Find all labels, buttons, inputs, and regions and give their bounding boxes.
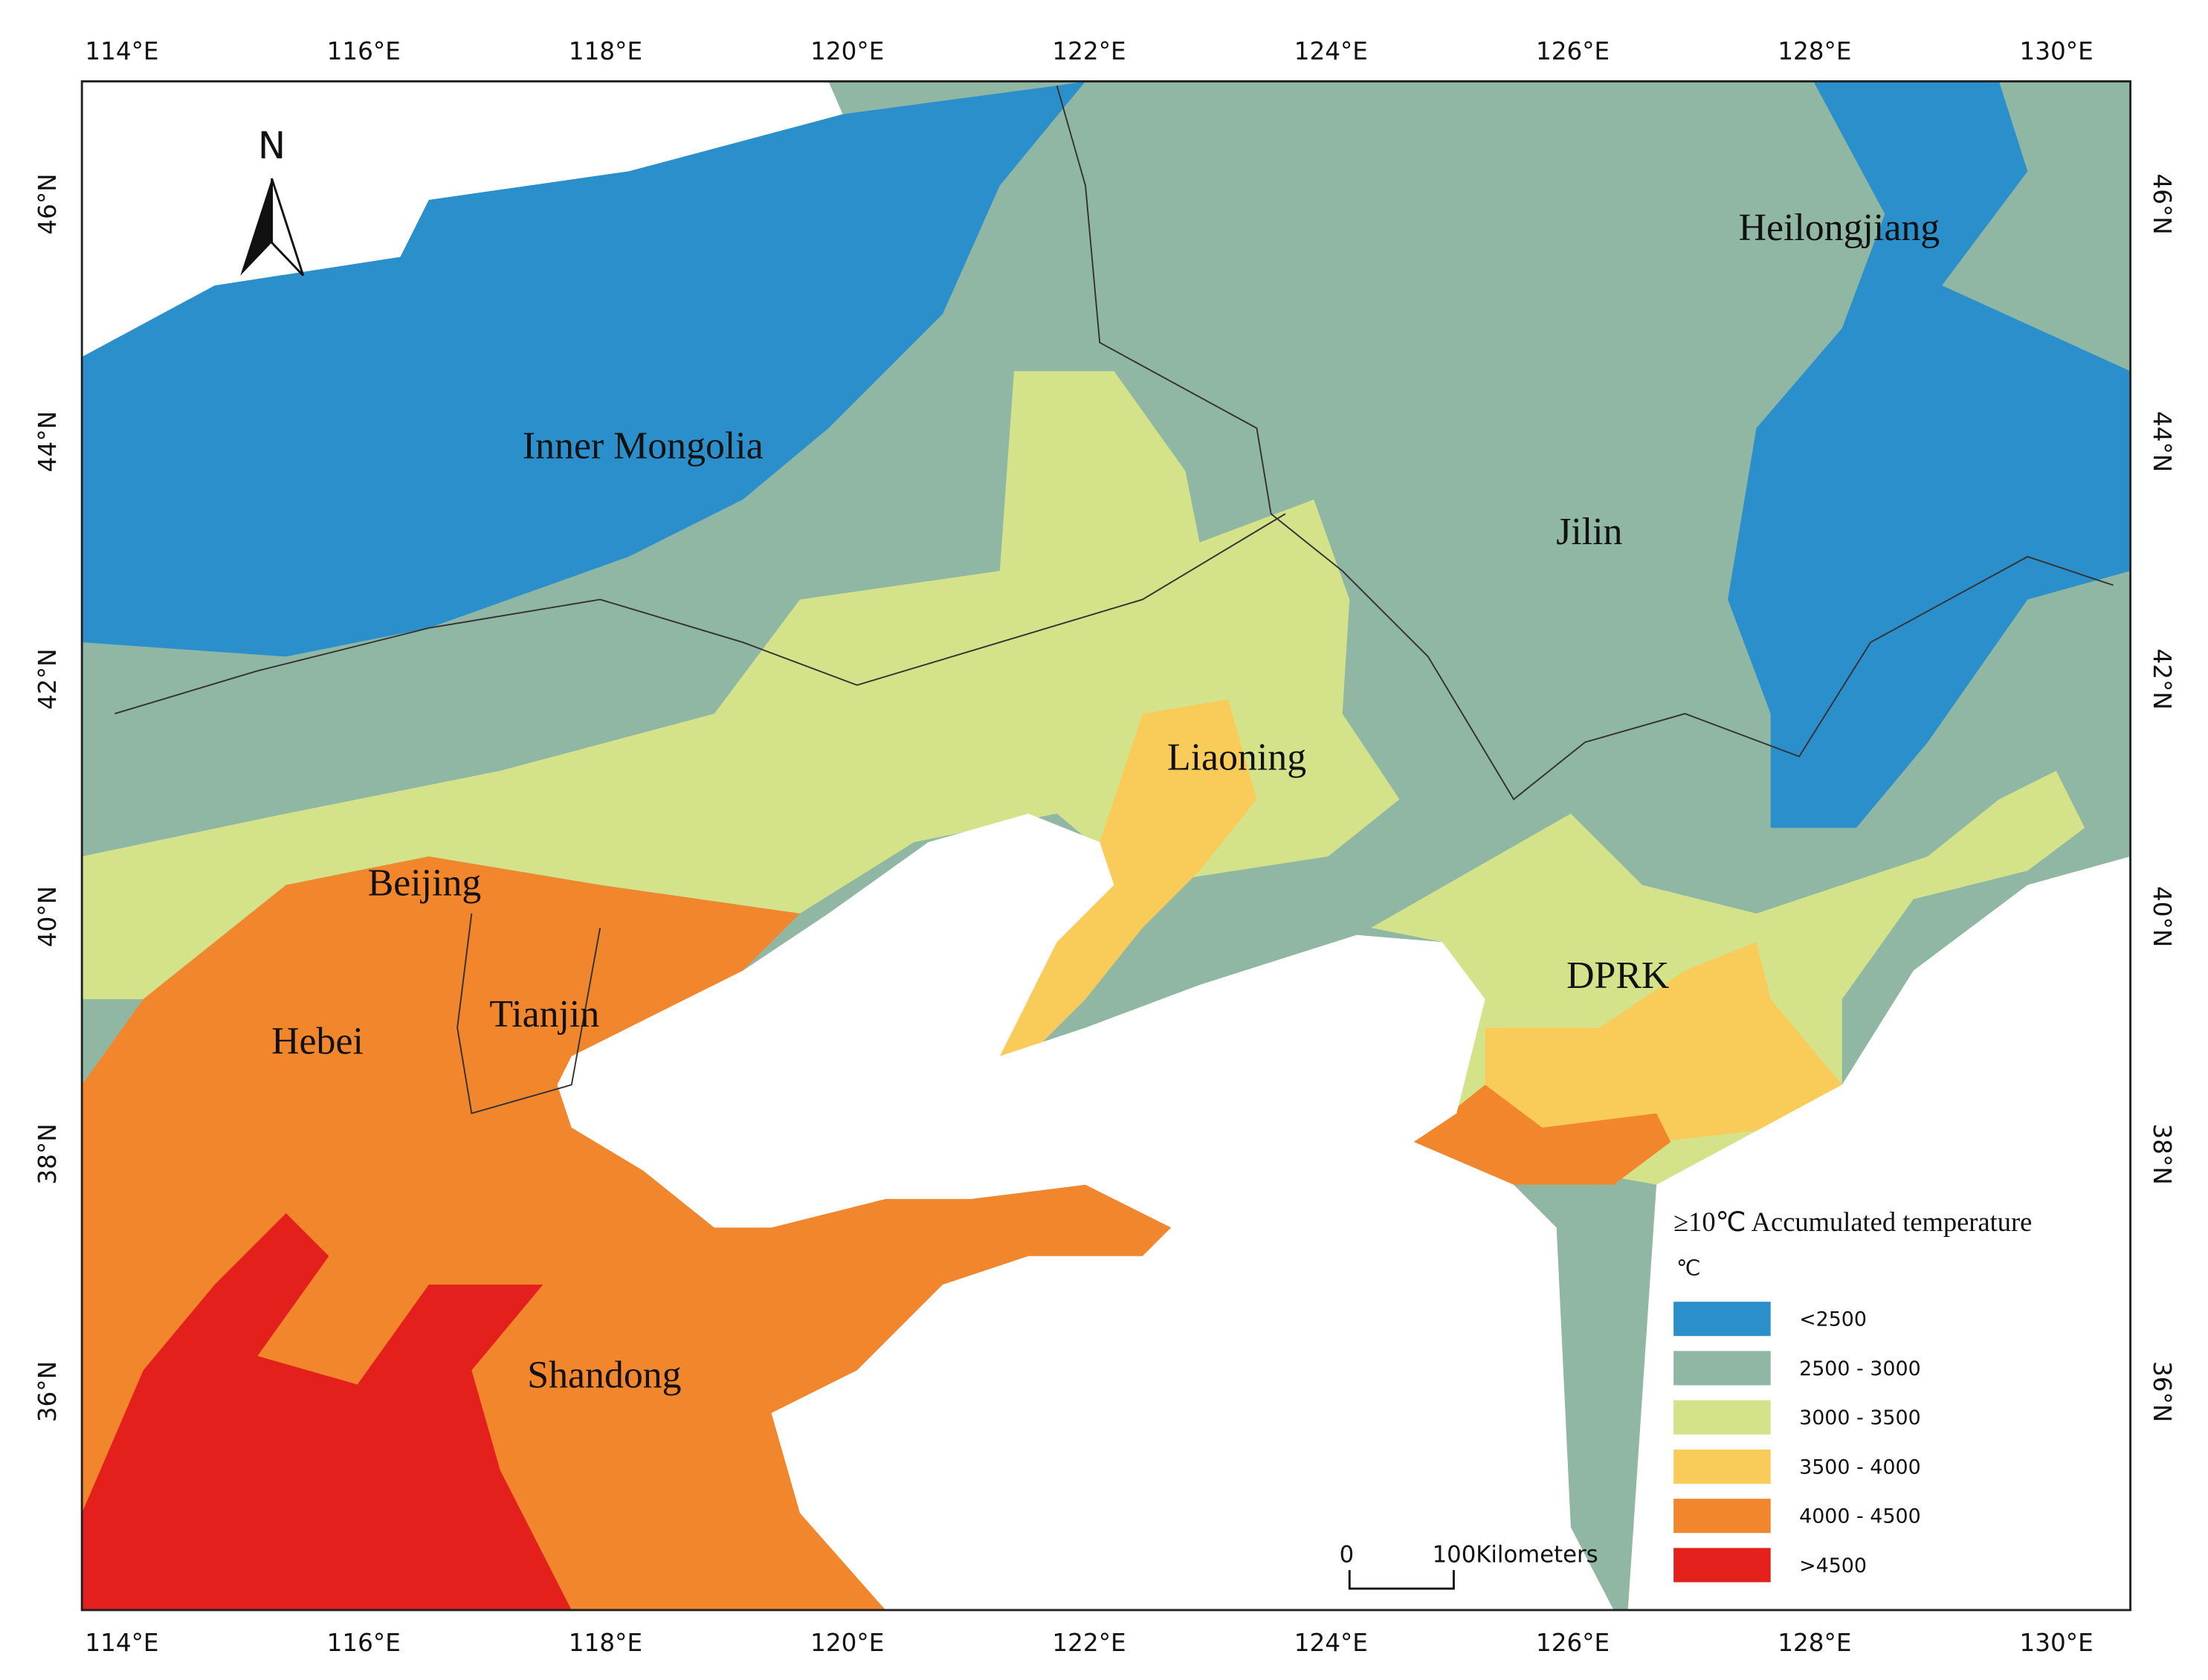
place-labels: Inner Mongolia Heilongjiang Jilin Liaoni… — [271, 207, 1940, 1397]
lon-label-top: 128°E — [1778, 37, 1851, 65]
scale-end: 100Kilometers — [1433, 1541, 1598, 1568]
place-label: Tianjin — [489, 993, 599, 1036]
legend-label: 4000 - 4500 — [1799, 1505, 1921, 1528]
legend-label: >4500 — [1799, 1554, 1867, 1577]
border — [114, 513, 1286, 714]
lon-label-top: 120°E — [810, 37, 884, 65]
lon-label-top: 126°E — [1536, 37, 1610, 65]
north-arrow-right — [271, 178, 305, 277]
lon-label-top: 122°E — [1052, 37, 1126, 65]
north-label: N — [258, 124, 285, 167]
place-label: Heilongjiang — [1739, 207, 1940, 249]
place-label: Jilin — [1556, 511, 1622, 553]
legend-swatch — [1673, 1351, 1771, 1386]
region — [82, 1213, 572, 1610]
outside-area — [82, 81, 843, 358]
region — [82, 371, 1400, 1000]
map-frame — [80, 80, 2132, 1612]
legend-label: 3500 - 4000 — [1799, 1456, 1921, 1479]
legend-label: 2500 - 3000 — [1799, 1357, 1921, 1380]
lon-label-top: 118°E — [569, 37, 642, 65]
place-label: Inner Mongolia — [523, 425, 764, 468]
north-arrow: N — [240, 124, 305, 277]
region — [1485, 942, 1842, 1143]
sea — [557, 813, 1614, 1610]
lat-label-right: 44°N — [2148, 411, 2176, 472]
region — [1728, 81, 2131, 828]
place-label: Liaoning — [1167, 736, 1306, 778]
place-label: Beijing — [368, 862, 482, 904]
place-label: DPRK — [1566, 954, 1669, 997]
legend-label: <2500 — [1799, 1308, 1867, 1331]
lat-label-left: 42°N — [33, 648, 62, 709]
lon-label-top: 116°E — [327, 37, 401, 65]
legend: ≥10℃ Accumulated temperature ℃ <2500 2500… — [1673, 1206, 2032, 1583]
lat-label-left: 40°N — [33, 886, 62, 947]
legend-title: ≥10℃ Accumulated temperature — [1673, 1206, 2032, 1237]
lon-label-top: 114°E — [85, 37, 158, 65]
lon-label-bottom: 114°E — [85, 1629, 158, 1657]
lat-label-left: 38°N — [33, 1124, 62, 1185]
border — [1056, 85, 2114, 801]
lon-label-bottom: 116°E — [327, 1629, 401, 1657]
legend-unit: ℃ — [1676, 1257, 1700, 1281]
place-label: Hebei — [271, 1020, 364, 1062]
legend-swatch — [1673, 1400, 1771, 1435]
lat-label-right: 46°N — [2148, 173, 2176, 234]
legend-swatch — [1673, 1548, 1771, 1583]
lat-label-right: 42°N — [2148, 648, 2176, 709]
lon-label-bottom: 120°E — [810, 1629, 884, 1657]
lon-label-bottom: 124°E — [1294, 1629, 1368, 1657]
lat-label-left: 46°N — [33, 173, 62, 234]
scale-bar: 0 100Kilometers — [1340, 1541, 1598, 1590]
graticule-labels: 114°E 114°E 116°E 116°E 118°E 118°E 120°E 120°E… — [33, 37, 2176, 1657]
legend-swatch — [1673, 1499, 1771, 1534]
lon-label-bottom: 128°E — [1778, 1629, 1851, 1657]
lon-label-bottom: 122°E — [1052, 1629, 1126, 1657]
region — [985, 699, 1257, 1056]
scale-start: 0 — [1340, 1541, 1355, 1568]
lon-label-top: 130°E — [2020, 37, 2094, 65]
lat-label-left: 36°N — [33, 1361, 62, 1422]
lat-label-right: 36°N — [2148, 1361, 2176, 1422]
region — [1413, 1085, 1671, 1185]
border — [456, 913, 601, 1114]
lon-label-bottom: 130°E — [2020, 1629, 2094, 1657]
place-label: Shandong — [527, 1354, 681, 1397]
lon-label-top: 124°E — [1294, 37, 1368, 65]
lat-label-right: 38°N — [2148, 1124, 2176, 1185]
legend-swatch — [1673, 1449, 1771, 1484]
lon-label-bottom: 118°E — [569, 1629, 642, 1657]
legend-swatch — [1673, 1302, 1771, 1337]
lon-label-bottom: 126°E — [1536, 1629, 1610, 1657]
legend-label: 3000 - 3500 — [1799, 1406, 1921, 1429]
scale-line — [1348, 1570, 1455, 1590]
map-regions — [82, 81, 2131, 1610]
north-arrow-left — [240, 178, 272, 276]
lat-label-right: 40°N — [2148, 886, 2176, 947]
lat-label-left: 44°N — [33, 411, 62, 472]
region — [82, 81, 1086, 657]
